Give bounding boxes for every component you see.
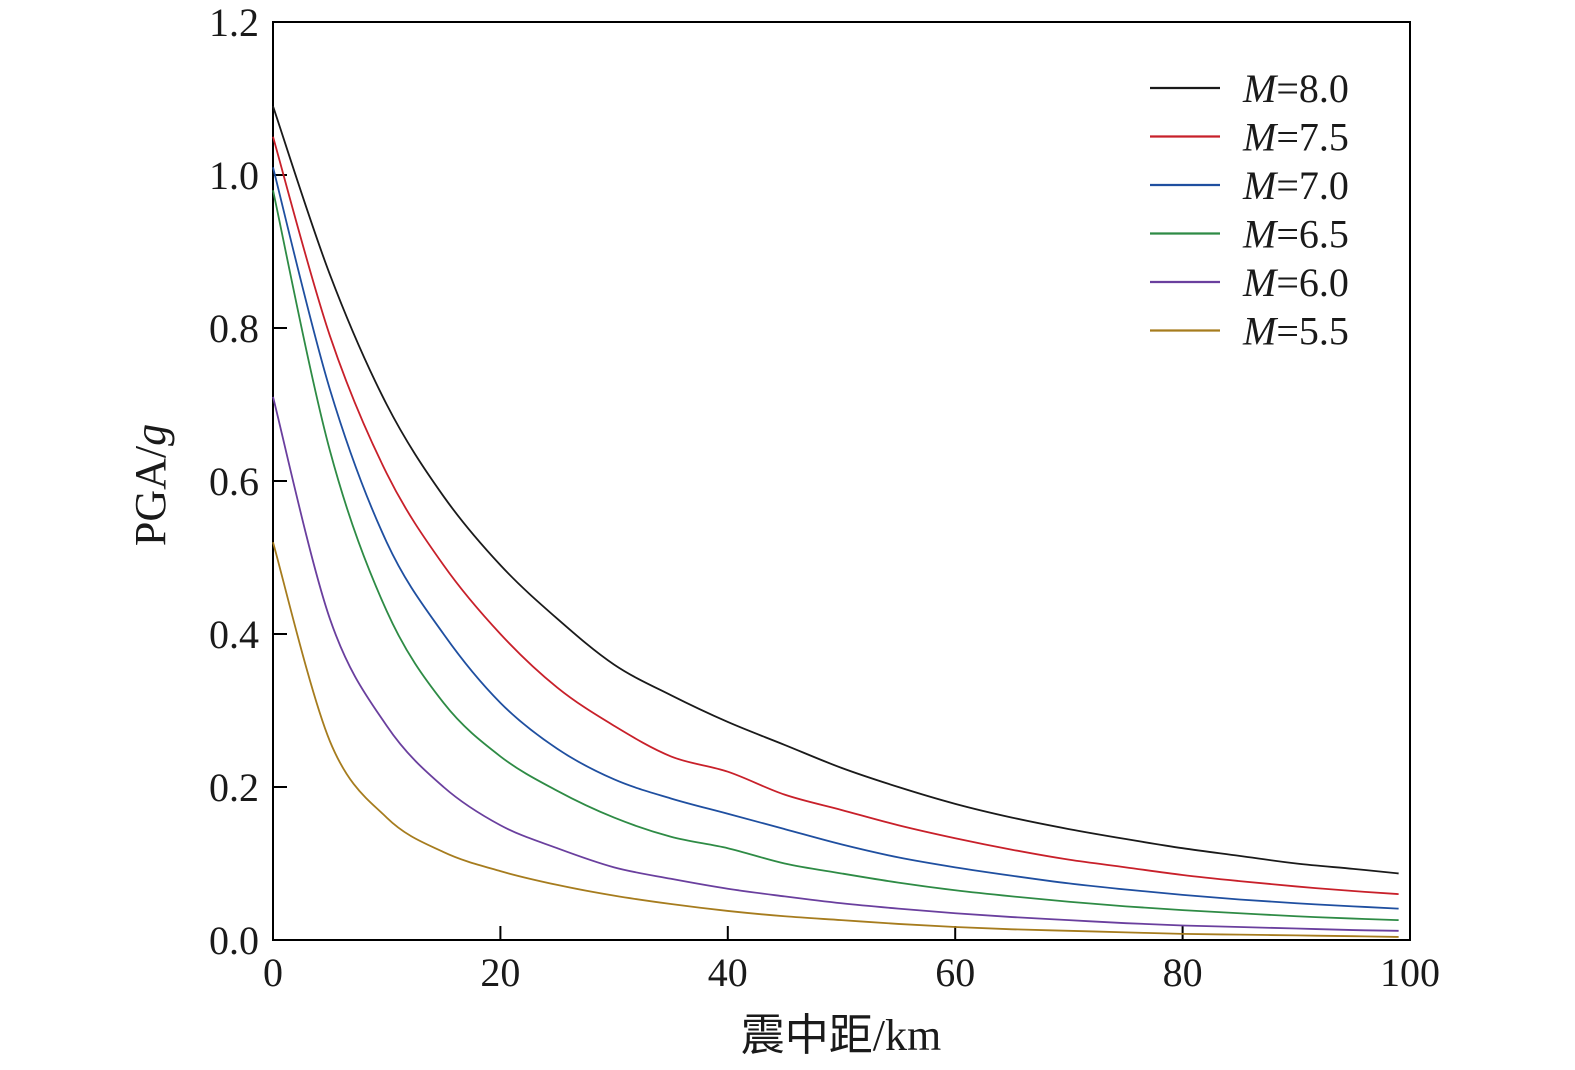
legend-label-1: M=7.5	[1242, 115, 1349, 160]
x-tick-label: 60	[935, 950, 975, 995]
y-tick-label: 0.4	[209, 612, 259, 657]
y-axis-title-var: g	[126, 424, 175, 446]
x-tick-label: 40	[708, 950, 748, 995]
x-tick-label: 100	[1380, 950, 1440, 995]
series-line-0	[272, 105, 1399, 875]
x-tick-label: 20	[480, 950, 520, 995]
legend-label-5: M=5.5	[1242, 309, 1349, 354]
series-line-5	[272, 541, 1399, 938]
x-tick-label: 80	[1163, 950, 1203, 995]
series-line-2	[272, 167, 1399, 910]
legend-label-2: M=7.0	[1242, 163, 1349, 208]
series-line-4	[272, 396, 1399, 932]
legend: M=8.0M=7.5M=7.0M=6.5M=6.0M=5.5	[1150, 66, 1349, 354]
y-tick-label: 0.6	[209, 459, 259, 504]
plot-area-frame	[272, 21, 1411, 941]
axis-ticks: 0 20 40 60 80 100 0.0 0.2 0.4 0.6 0.8 1.0 1.2	[209, 0, 1440, 995]
y-tick-label: 0.2	[209, 765, 259, 810]
legend-label-3: M=6.5	[1242, 212, 1349, 257]
y-axis-title-prefix: PGA/	[126, 445, 175, 546]
y-tick-label: 0.0	[209, 918, 259, 963]
x-axis-title: 震中距/km	[741, 1011, 941, 1060]
series-line-3	[272, 190, 1399, 922]
x-tick-label: 0	[263, 950, 283, 995]
series-line-1	[272, 136, 1399, 895]
y-tick-label: 1.2	[209, 0, 259, 45]
legend-label-0: M=8.0	[1242, 66, 1349, 111]
y-tick-label: 1.0	[209, 153, 259, 198]
y-axis-title: PGA/g	[126, 424, 175, 546]
y-tick-label: 0.8	[209, 306, 259, 351]
legend-label-4: M=6.0	[1242, 260, 1349, 305]
series-lines	[272, 105, 1399, 938]
